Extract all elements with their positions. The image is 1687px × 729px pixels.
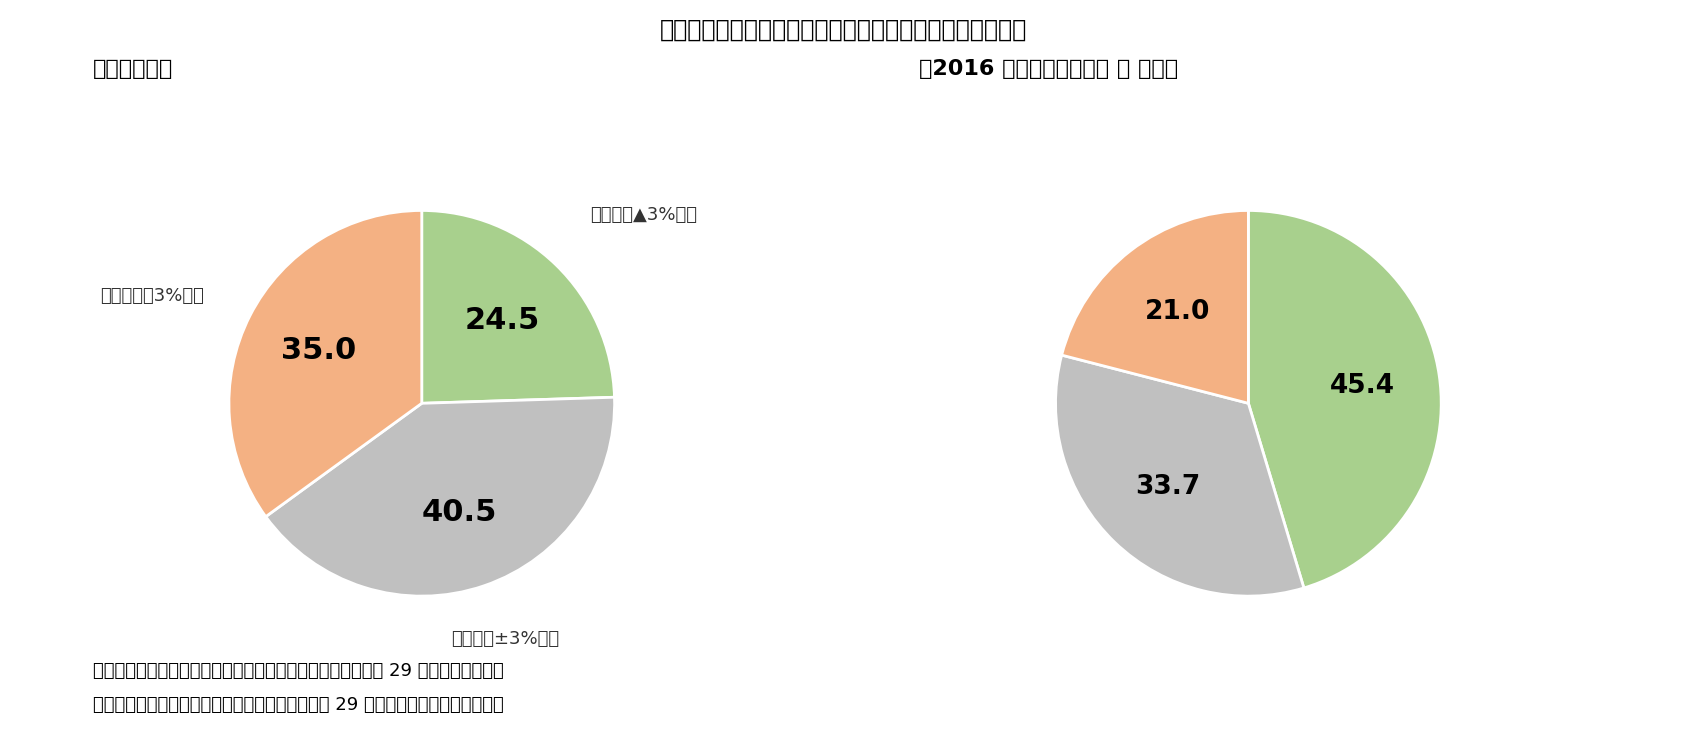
Text: 35.0: 35.0 xyxy=(282,336,356,365)
Text: 【2016 年度の返礼品割合 ３ 割超】: 【2016 年度の返礼品割合 ３ 割超】 xyxy=(919,59,1179,79)
Text: 【全自治体】: 【全自治体】 xyxy=(93,59,174,79)
Text: 45.4: 45.4 xyxy=(1331,373,1395,399)
Text: 図表２：対前年度で返礼品割合を増減させた自治体の占率: 図表２：対前年度で返礼品割合を増減させた自治体の占率 xyxy=(660,18,1027,42)
Wedge shape xyxy=(1056,355,1304,596)
Text: 対前年度＋3%以上: 対前年度＋3%以上 xyxy=(100,287,204,305)
Wedge shape xyxy=(422,211,614,403)
Text: 「ふるさと納税に関する現況調査結果（平成 29 年７月４日）」に基づき作成: 「ふるさと納税に関する現況調査結果（平成 29 年７月４日）」に基づき作成 xyxy=(93,696,503,714)
Wedge shape xyxy=(1248,211,1441,588)
Wedge shape xyxy=(1061,211,1248,403)
Text: 40.5: 40.5 xyxy=(422,498,498,527)
Text: 24.5: 24.5 xyxy=(464,305,540,335)
Text: （資料）総務省「ふるさと納税に関する現況調査結果（平成 29 年度実績）」及び: （資料）総務省「ふるさと納税に関する現況調査結果（平成 29 年度実績）」及び xyxy=(93,662,503,680)
Text: 33.7: 33.7 xyxy=(1135,474,1201,499)
Text: 対前年度±3%以内: 対前年度±3%以内 xyxy=(450,630,558,648)
Text: 21.0: 21.0 xyxy=(1145,299,1210,325)
Wedge shape xyxy=(267,397,614,596)
Text: 対前年度▲3%以下: 対前年度▲3%以下 xyxy=(590,206,697,225)
Wedge shape xyxy=(229,211,422,517)
